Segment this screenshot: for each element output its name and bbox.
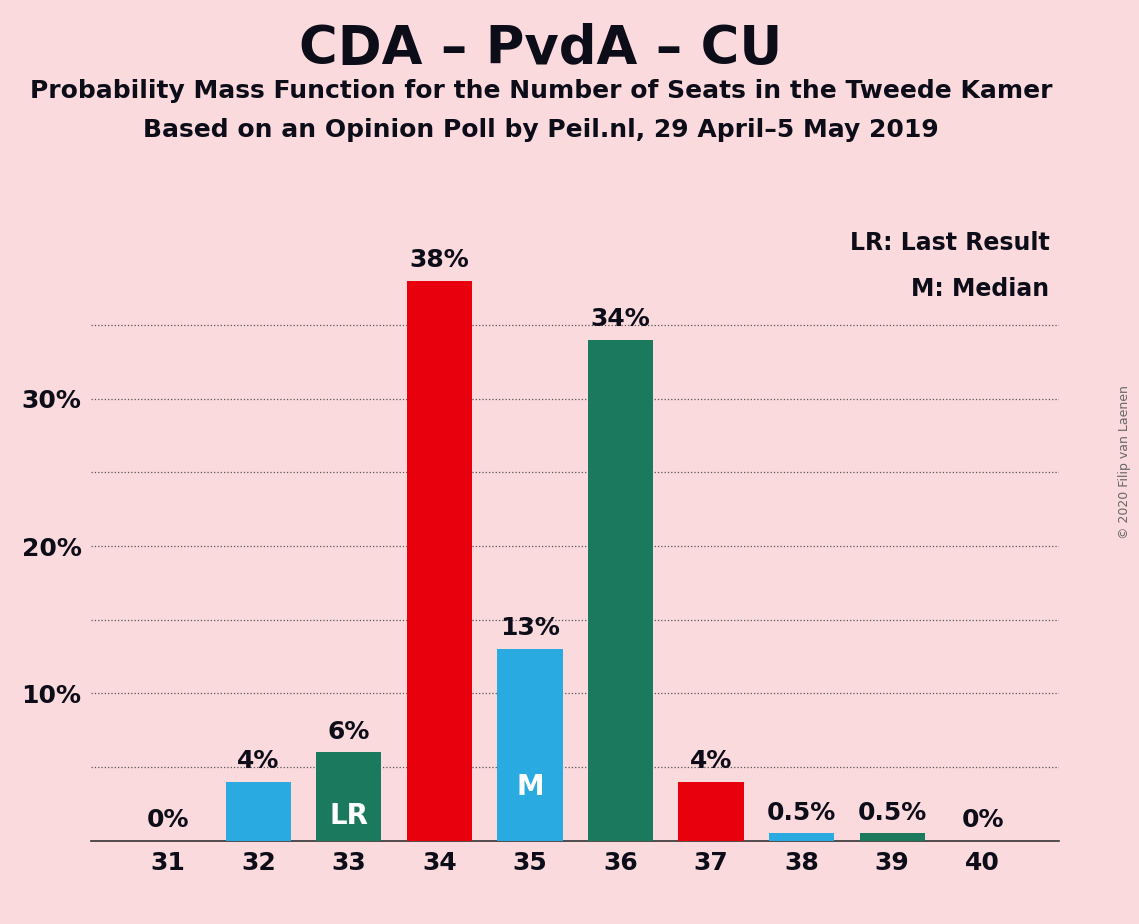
Text: 0%: 0%: [147, 808, 189, 832]
Bar: [498, 650, 563, 841]
Text: 6%: 6%: [328, 720, 370, 744]
Text: © 2020 Filip van Laenen: © 2020 Filip van Laenen: [1118, 385, 1131, 539]
Text: CDA – PvdA – CU: CDA – PvdA – CU: [300, 23, 782, 75]
Text: 34%: 34%: [591, 307, 650, 331]
Text: Based on an Opinion Poll by Peil.nl, 29 April–5 May 2019: Based on an Opinion Poll by Peil.nl, 29 …: [144, 118, 939, 142]
Text: 38%: 38%: [410, 248, 469, 272]
Text: 0%: 0%: [961, 808, 1003, 832]
Bar: [588, 340, 653, 841]
Text: 4%: 4%: [690, 749, 732, 773]
Text: 4%: 4%: [237, 749, 279, 773]
Text: M: Median: M: Median: [911, 277, 1049, 301]
Text: 13%: 13%: [500, 616, 560, 640]
Bar: [679, 782, 744, 841]
Text: 0.5%: 0.5%: [858, 800, 927, 824]
Text: Probability Mass Function for the Number of Seats in the Tweede Kamer: Probability Mass Function for the Number…: [30, 79, 1052, 103]
Bar: [860, 833, 925, 841]
Text: M: M: [516, 773, 543, 801]
Bar: [769, 833, 834, 841]
Bar: [226, 782, 290, 841]
Text: 0.5%: 0.5%: [767, 800, 836, 824]
Bar: [407, 281, 472, 841]
Text: LR: Last Result: LR: Last Result: [850, 231, 1049, 255]
Bar: [317, 752, 382, 841]
Text: LR: LR: [329, 802, 368, 830]
